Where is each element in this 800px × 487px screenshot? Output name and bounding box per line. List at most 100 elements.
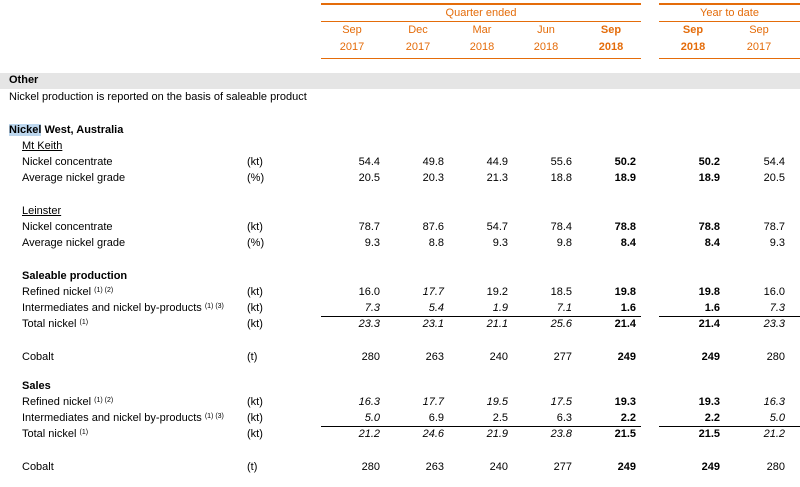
cell-value: 280 (766, 351, 785, 363)
cell-value: 78.8 (698, 221, 720, 233)
header-col-month: Sep (342, 24, 362, 36)
cell-value: 18.5 (550, 286, 572, 298)
cell-value: 78.4 (550, 221, 572, 233)
group-title-rest: West, Australia (41, 124, 124, 136)
cell-value: 277 (553, 351, 572, 363)
cell-value: 23.1 (422, 318, 444, 330)
section-note: Nickel production is reported on the bas… (9, 91, 307, 103)
subtotal-rule (659, 316, 800, 317)
row-label: Nickel concentrate (22, 156, 113, 168)
cell-value: 16.3 (763, 396, 785, 408)
unit-label: (%) (247, 237, 265, 249)
cell-value: 9.3 (364, 237, 380, 249)
cell-value: 249 (617, 461, 636, 473)
cell-value: 17.7 (422, 396, 444, 408)
subhead-label: Mt Keith (22, 140, 63, 152)
unit-label: (t) (247, 351, 258, 363)
header-col-month: Sep (600, 24, 622, 36)
cell-value: 50.2 (614, 156, 636, 168)
footnote-ref: (1) (79, 429, 89, 436)
cell-value: 5.0 (769, 412, 785, 424)
cell-value: 16.3 (358, 396, 380, 408)
row-label-text: Total nickel (22, 318, 77, 330)
cell-value: 7.3 (364, 302, 380, 314)
cell-value: 17.5 (550, 396, 572, 408)
cell-value: 2.2 (620, 412, 636, 424)
cell-value: 44.9 (486, 156, 508, 168)
row-label: Cobalt (22, 461, 54, 473)
subtotal-rule (659, 426, 800, 427)
cell-value: 8.8 (428, 237, 444, 249)
cell-value: 263 (425, 461, 444, 473)
cell-value: 1.6 (704, 302, 720, 314)
header-col-month: Dec (408, 24, 428, 36)
unit-label: (kt) (247, 156, 263, 168)
header-col-year: 2018 (680, 41, 706, 53)
cell-value: 21.2 (763, 428, 785, 440)
cell-value: 21.2 (358, 428, 380, 440)
group-title: Nickel West, Australia (9, 124, 123, 136)
group-title-highlight: Nickel (9, 124, 42, 136)
row-label-text: Cobalt (22, 351, 54, 363)
row-label-text: Refined nickel (22, 396, 92, 408)
cell-value: 19.8 (614, 286, 636, 298)
section-title: Other (9, 74, 39, 86)
cell-value: 18.9 (698, 172, 720, 184)
cell-value: 21.5 (698, 428, 720, 440)
cell-value: 19.2 (486, 286, 508, 298)
cell-value: 249 (617, 351, 636, 363)
footnote-ref: (1) (3) (204, 413, 224, 420)
cell-value: 54.7 (486, 221, 508, 233)
cell-value: 9.3 (769, 237, 785, 249)
cell-value: 19.3 (614, 396, 636, 408)
row-label-text: Intermediates and nickel by-products (22, 302, 202, 314)
ytd-header-top-rule (659, 3, 800, 5)
row-label: Average nickel grade (22, 172, 125, 184)
header-col-year: 2017 (746, 41, 772, 53)
row-label-text: Refined nickel (22, 286, 92, 298)
row-label: Refined nickel (1) (2) (22, 396, 113, 408)
cell-value: 263 (425, 351, 444, 363)
cell-value: 280 (361, 351, 380, 363)
cell-value: 249 (701, 461, 720, 473)
cell-value: 7.1 (556, 302, 572, 314)
header-col-month: Mar (472, 24, 492, 36)
cell-value: 8.4 (620, 237, 636, 249)
cell-value: 280 (766, 461, 785, 473)
row-label-text: Nickel concentrate (22, 221, 113, 233)
row-label: Cobalt (22, 351, 54, 363)
cell-value: 240 (489, 461, 508, 473)
cell-value: 21.4 (614, 318, 636, 330)
cell-value: 1.9 (492, 302, 508, 314)
header-col-month: Jun (537, 24, 555, 36)
row-label: Average nickel grade (22, 237, 125, 249)
header-col-year: 2018 (598, 41, 624, 53)
cell-value: 54.4 (358, 156, 380, 168)
unit-label: (kt) (247, 396, 263, 408)
ytd-group-label: Year to date (700, 7, 759, 19)
cell-value: 16.0 (358, 286, 380, 298)
cell-value: 78.7 (763, 221, 785, 233)
cell-value: 25.6 (550, 318, 572, 330)
section-band (0, 73, 800, 89)
header-col-year: 2018 (469, 41, 495, 53)
cell-value: 23.3 (763, 318, 785, 330)
cell-value: 17.7 (422, 286, 444, 298)
quarter-header-mid-rule (321, 21, 641, 22)
cell-value: 50.2 (698, 156, 720, 168)
cell-value: 21.1 (486, 318, 508, 330)
row-label: Nickel concentrate (22, 221, 113, 233)
unit-label: (kt) (247, 302, 263, 314)
cell-value: 20.3 (422, 172, 444, 184)
cell-value: 18.8 (550, 172, 572, 184)
header-col-month: Sep (749, 24, 769, 36)
cell-value: 2.5 (492, 412, 508, 424)
footnote-ref: (1) (3) (204, 303, 224, 310)
cell-value: 19.5 (486, 396, 508, 408)
cell-value: 78.7 (358, 221, 380, 233)
cell-value: 54.4 (763, 156, 785, 168)
row-label-text: Average nickel grade (22, 172, 126, 184)
header-col-year: 2018 (533, 41, 559, 53)
quarter-group-label: Quarter ended (445, 7, 517, 19)
cell-value: 23.8 (550, 428, 572, 440)
